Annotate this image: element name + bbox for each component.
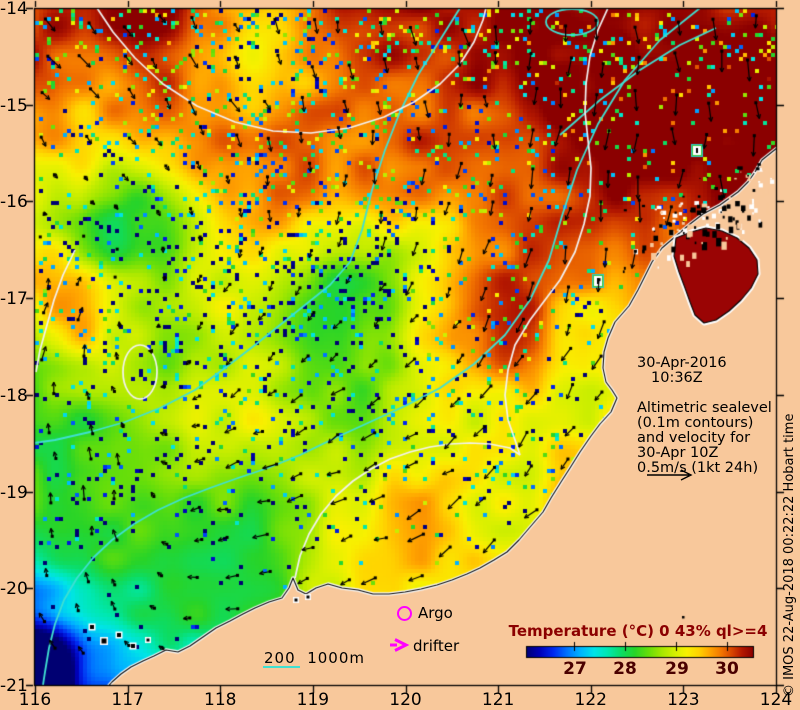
date-line: 30-Apr-2016: [637, 355, 727, 371]
velocity-scale-arrow-icon: [647, 469, 693, 481]
x-axis-tick-label: 118: [204, 690, 237, 710]
y-axis-tick-label: -17: [0, 289, 28, 310]
colorbar-tick-27: 27: [563, 659, 587, 679]
y-axis-tick-label: -21: [0, 675, 28, 696]
x-axis-tick-label: 120: [389, 690, 422, 710]
info-line-4: 30-Apr 10Z: [637, 445, 719, 461]
drifter-label: drifter: [413, 637, 460, 655]
datetime-annotation: 30-Apr-2016 10:36Z: [637, 356, 727, 386]
depth-1000-label: 1000m: [307, 649, 365, 667]
y-axis-tick-label: -16: [0, 192, 28, 213]
copyright-text: © IMOS 22-Aug-2018 00:22:22 Hobart time: [782, 413, 797, 697]
x-axis-tick-label: 123: [667, 690, 700, 710]
y-axis-tick-label: -18: [0, 385, 28, 406]
x-axis-tick-label: 116: [18, 690, 52, 710]
drifter-marker-icon: [390, 638, 410, 652]
info-line-3: and velocity for: [637, 430, 751, 446]
info-line-5: 0.5m/s (1kt 24h): [637, 460, 759, 476]
info-line-1: Altimetric sealevel: [637, 400, 772, 416]
colorbar-tick-30: 30: [715, 659, 739, 679]
y-axis-tick-label: -14: [0, 0, 28, 19]
depth-scale: 200 1000m: [264, 649, 365, 667]
time-line: 10:36Z: [651, 370, 703, 386]
y-axis-tick-label: -20: [0, 579, 28, 600]
colorbar-tick-29: 29: [665, 659, 689, 679]
argo-marker-icon: [397, 606, 412, 621]
depth-contour-sample-line: [263, 666, 300, 668]
x-axis-tick-label: 117: [111, 690, 144, 710]
argo-label: Argo: [418, 604, 453, 622]
y-axis-tick-label: -19: [0, 482, 28, 503]
depth-200-label: 200: [264, 649, 296, 667]
info-line-2: (0.1m contours): [637, 415, 754, 431]
colorbar-title: Temperature (°C) 0 43% ql>=4: [508, 622, 768, 640]
colorbar-tick-28: 28: [613, 659, 637, 679]
x-axis-tick-label: 124: [759, 690, 793, 710]
x-axis-tick-label: 119: [296, 690, 330, 710]
altimetry-annotation: Altimetric sealevel (0.1m contours) and …: [637, 401, 772, 476]
x-axis-tick-label: 121: [481, 690, 515, 710]
x-axis-tick-label: 122: [574, 690, 607, 710]
y-axis-tick-label: -15: [0, 95, 28, 116]
